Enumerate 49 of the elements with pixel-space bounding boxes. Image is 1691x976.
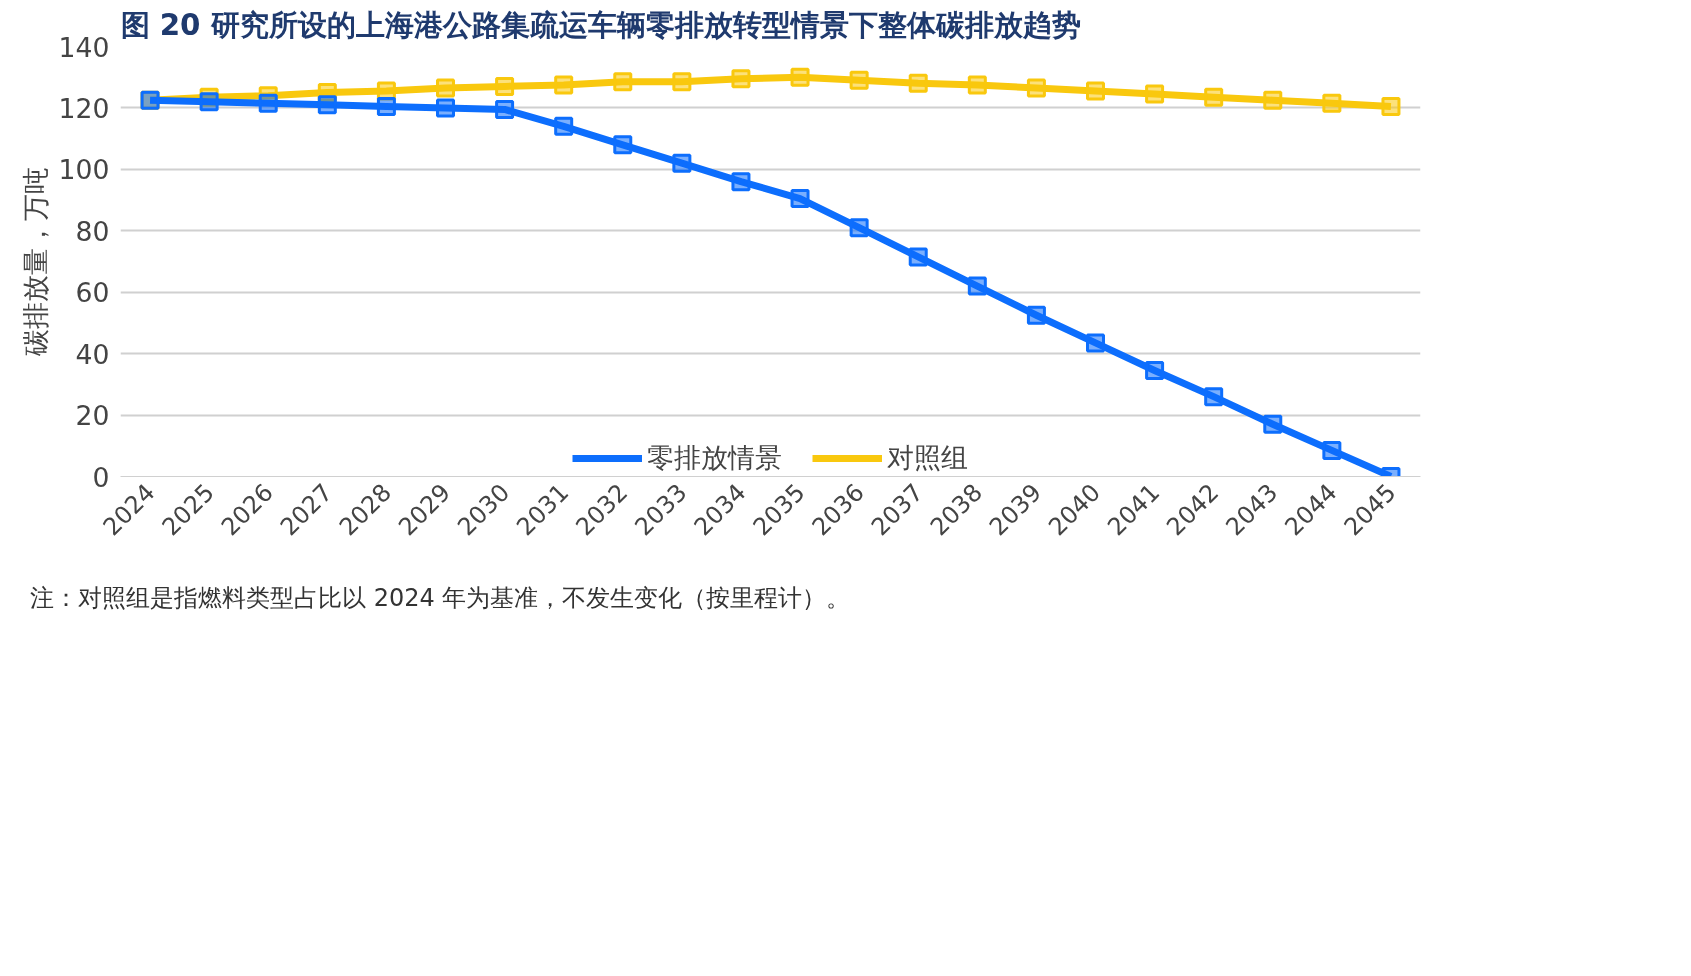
y-tick-label: 60 [75,277,110,309]
point [554,75,574,95]
point [1204,387,1224,407]
point [1026,305,1046,325]
legend-label: 零排放情景 [647,441,782,475]
point [1322,93,1342,113]
text: 注：对照组是指燃料类型占比以 2024 年为基准，不发生变化（按里程计）。 [30,583,851,614]
point [1204,87,1224,107]
y-tick-label: 80 [75,215,110,247]
point [908,247,928,267]
point [672,72,692,92]
chart-title: 图 20 研究所设的上海港公路集疏运车辆零排放转型情景下整体碳排放趋势 [120,7,1081,42]
y-tick-label: 40 [75,338,110,370]
point [849,218,869,238]
point [495,99,515,119]
point [436,78,455,98]
y-tick-label: 140 [58,31,110,63]
point [199,92,219,112]
point [554,116,574,136]
point [1381,96,1401,116]
point [376,96,396,116]
point [1145,84,1165,104]
point [731,172,751,192]
point [436,98,455,118]
point [613,135,633,155]
y-tick-label: 100 [58,154,110,186]
point [1263,90,1283,110]
point [1145,361,1165,381]
point [495,76,515,96]
point [1322,440,1342,460]
point [613,72,633,92]
point [258,93,278,113]
y-tick-label: 20 [75,400,110,432]
point [967,276,987,296]
legend-label: 对照组 [887,441,968,475]
point [317,95,337,115]
point [908,73,928,93]
point [967,75,987,95]
point [790,189,810,209]
point [731,69,751,89]
y-tick-label: 120 [58,92,110,124]
point [1026,78,1046,98]
point [1086,333,1105,353]
point [849,70,869,90]
point [672,153,692,173]
point [790,67,810,87]
point [1086,81,1105,101]
point [1263,414,1283,434]
y-axis-title: 碳排放量，万吨 [19,167,51,357]
